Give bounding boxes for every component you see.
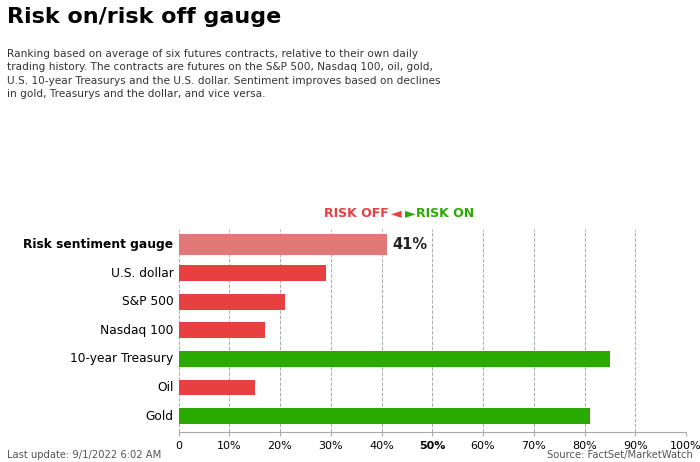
Text: 41%: 41% — [393, 237, 428, 252]
Text: ◄: ◄ — [391, 207, 401, 220]
Bar — [178, 380, 255, 395]
Bar — [178, 408, 589, 424]
Text: Risk on/risk off gauge: Risk on/risk off gauge — [7, 7, 281, 27]
Text: 10-year Treasury: 10-year Treasury — [70, 353, 174, 365]
Bar — [178, 265, 326, 281]
Text: Source: FactSet/MarketWatch: Source: FactSet/MarketWatch — [547, 450, 693, 460]
Text: Nasdaq 100: Nasdaq 100 — [100, 324, 174, 337]
Text: ►: ► — [405, 207, 415, 220]
Text: Last update: 9/1/2022 6:02 AM: Last update: 9/1/2022 6:02 AM — [7, 450, 161, 460]
Bar — [178, 322, 265, 338]
Text: RISK ON: RISK ON — [416, 207, 474, 220]
Text: S&P 500: S&P 500 — [122, 295, 174, 308]
Bar — [178, 351, 610, 367]
Text: RISK OFF: RISK OFF — [324, 207, 389, 220]
Text: Oil: Oil — [157, 381, 174, 394]
Bar — [178, 294, 285, 310]
Text: Gold: Gold — [146, 410, 174, 423]
Bar — [178, 234, 386, 255]
Text: Risk sentiment gauge: Risk sentiment gauge — [23, 238, 174, 251]
Text: Ranking based on average of six futures contracts, relative to their own daily
t: Ranking based on average of six futures … — [7, 49, 440, 99]
Text: U.S. dollar: U.S. dollar — [111, 267, 174, 280]
